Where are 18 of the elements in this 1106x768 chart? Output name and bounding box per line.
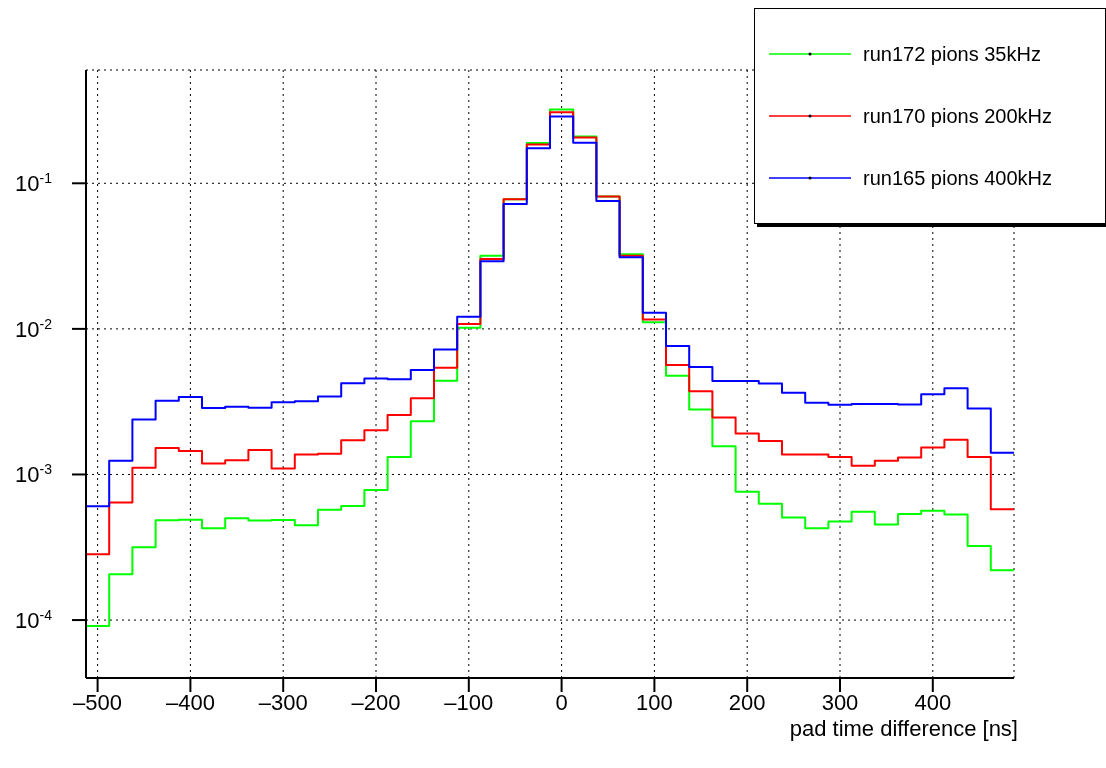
y-tick-label: 10$^{-2}$ (15, 315, 53, 342)
legend-label: run172 pions 35kHz (863, 42, 1041, 66)
legend-label: run170 pions 200kHz (863, 104, 1053, 128)
x-axis-title: pad time difference [ns] (788, 716, 1018, 742)
x-tick-label: –500 (73, 689, 123, 715)
y-tick-label: 10$^{-3}$ (15, 461, 53, 488)
x-tick-label: 200 (728, 689, 766, 715)
x-tick-label: –400 (165, 689, 215, 715)
x-tick-label: –300 (258, 689, 308, 715)
legend-label: run165 pions 400kHz (863, 166, 1053, 190)
x-tick-label: 0 (555, 689, 568, 715)
x-tick-label: 100 (636, 689, 673, 715)
x-tick-label: 400 (914, 689, 952, 715)
x-tick-label: –200 (351, 689, 401, 715)
x-tick-label: –100 (444, 689, 494, 715)
y-tick-label: 10$^{-4}$ (15, 607, 53, 634)
y-tick-label: 10$^{-1}$ (15, 170, 53, 197)
x-tick-label: 300 (821, 689, 859, 715)
